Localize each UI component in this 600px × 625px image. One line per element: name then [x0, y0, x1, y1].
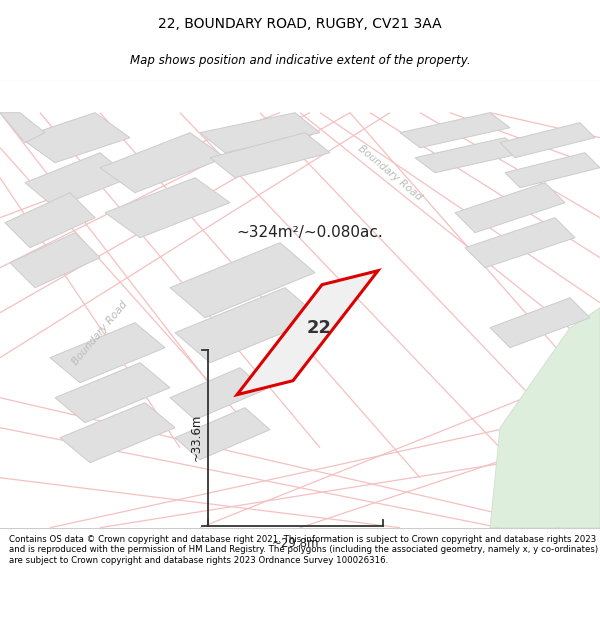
Polygon shape: [490, 298, 590, 348]
Polygon shape: [170, 242, 315, 318]
Polygon shape: [55, 362, 170, 423]
Polygon shape: [200, 112, 320, 152]
Polygon shape: [415, 138, 525, 172]
Text: ~33.6m: ~33.6m: [190, 414, 203, 461]
Polygon shape: [25, 152, 130, 208]
Text: 22: 22: [307, 319, 332, 337]
Text: ~324m²/~0.080ac.: ~324m²/~0.080ac.: [236, 225, 383, 240]
Text: ~29.8m: ~29.8m: [272, 537, 319, 550]
Polygon shape: [50, 322, 165, 382]
Text: 22, BOUNDARY ROAD, RUGBY, CV21 3AA: 22, BOUNDARY ROAD, RUGBY, CV21 3AA: [158, 18, 442, 31]
Polygon shape: [170, 368, 265, 420]
Text: Contains OS data © Crown copyright and database right 2021. This information is : Contains OS data © Crown copyright and d…: [9, 535, 598, 565]
Polygon shape: [175, 288, 320, 362]
Polygon shape: [505, 152, 600, 188]
Polygon shape: [100, 132, 225, 192]
Polygon shape: [490, 308, 600, 528]
Text: Boundary Road: Boundary Road: [356, 143, 424, 202]
Polygon shape: [400, 112, 510, 148]
Polygon shape: [175, 408, 270, 460]
Polygon shape: [10, 232, 100, 288]
Text: Boundary Road: Boundary Road: [70, 299, 130, 366]
Polygon shape: [0, 112, 45, 142]
Polygon shape: [20, 112, 130, 162]
Polygon shape: [455, 182, 565, 232]
Polygon shape: [465, 217, 575, 268]
Polygon shape: [5, 192, 95, 248]
Polygon shape: [500, 122, 595, 158]
Polygon shape: [60, 402, 175, 462]
Polygon shape: [105, 177, 230, 238]
Polygon shape: [210, 132, 330, 178]
Polygon shape: [237, 271, 378, 395]
Text: Map shows position and indicative extent of the property.: Map shows position and indicative extent…: [130, 54, 470, 68]
